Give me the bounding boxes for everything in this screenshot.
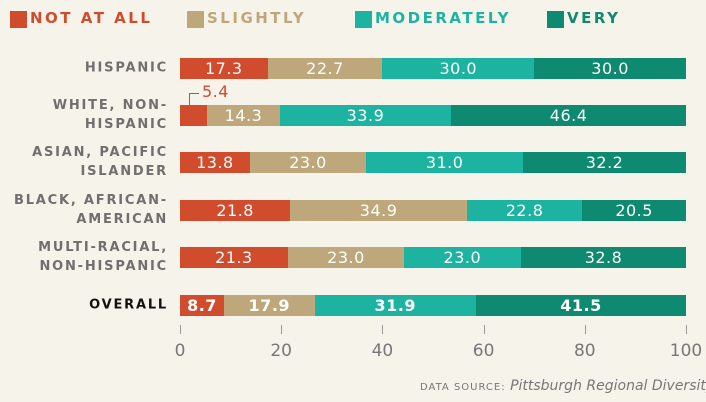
bar-segment [582,199,686,221]
bar-segment [180,199,291,221]
legend-label: MODERATELY [375,9,511,27]
source-line: DATA SOURCE: Pittsburgh Regional Diversi… [420,378,706,394]
bar-segment [314,294,476,316]
data-label: 30.0 [591,58,629,78]
category-label: HISPANIC [84,60,168,76]
data-label: 46.4 [549,105,588,125]
legend-label: SLIGHTLY [207,9,307,27]
legend-swatch [187,11,204,28]
tick-mark [382,325,384,334]
category-label: BLACK, AFRICAN-AMERICAN [14,193,168,227]
data-label: 13.8 [196,152,234,172]
data-label: 23.0 [327,247,365,267]
label-leader [189,92,199,106]
data-label: 23.0 [289,152,327,172]
data-label: 17.9 [248,295,291,315]
x-tick-label: 0 [174,341,186,361]
data-label: 33.9 [346,105,385,125]
bar-segment [224,294,315,316]
tick-mark [584,325,586,334]
source: Pittsburgh Regional Diversity Survey [510,378,706,394]
data-label: 14.3 [224,105,263,125]
data-label: 31.9 [374,295,417,315]
bar-segment [520,246,687,268]
bar-segment [287,246,405,268]
bar-segment [180,151,250,173]
bar-segment [180,246,288,268]
x-tick-label: 40 [371,341,394,361]
data-label: 23.0 [443,247,482,267]
tick-mark [686,325,687,334]
data-label: 21.8 [216,200,254,220]
bar-segment [382,57,535,79]
x-tick-label: 20 [270,341,292,361]
bar-segment [279,104,452,126]
data-label: 22.8 [505,200,544,220]
data-label: 30.0 [439,58,478,78]
data-label: 17.3 [204,58,243,78]
data-label: 5.4 [202,81,229,101]
x-tick-label: 60 [472,341,495,361]
tick-mark [180,325,181,334]
tick-mark [281,325,283,334]
tick-mark [483,325,485,334]
category-label: MULTI-RACIAL, NON-HISPANIC [38,240,168,274]
legend-swatch [355,11,372,28]
data-label: 8.7 [187,295,217,315]
bar-segment [404,246,521,268]
category-label: ASIAN, PACIFIC ISLANDER [32,145,168,179]
data-label: 21.3 [215,247,253,267]
source-label: DATA SOURCE: [420,382,506,393]
bar-segment [180,294,225,316]
bar-segment [523,151,686,173]
bar-segment [476,294,686,316]
bar-segment [290,199,467,221]
legend-swatch [10,11,27,28]
data-label: 34.9 [359,200,398,220]
data-label: 22.7 [306,58,344,78]
bar-segment [366,151,524,173]
x-tick-label: 100 [669,341,703,361]
legend-label: NOT AT ALL [30,9,153,27]
category-label: OVERALL [89,297,168,313]
bar-segment [249,151,367,173]
data-label: 32.2 [585,152,624,172]
bar-segment [207,104,280,126]
legend-swatch [547,11,564,28]
bar-segment [180,104,208,126]
bar-segment [466,199,583,221]
data-label: 41.5 [560,295,602,315]
data-label: 32.8 [584,247,623,267]
bar-segment [267,57,383,79]
category-label: WHITE, NON-HISPANIC [52,98,168,132]
data-label: 20.5 [615,200,653,220]
x-tick-label: 80 [573,341,596,361]
legend-label: VERY [567,9,621,27]
bar-segment [451,104,686,126]
bar-segment [534,57,686,79]
data-label: 31.0 [425,152,464,172]
bar-segment [180,57,268,79]
